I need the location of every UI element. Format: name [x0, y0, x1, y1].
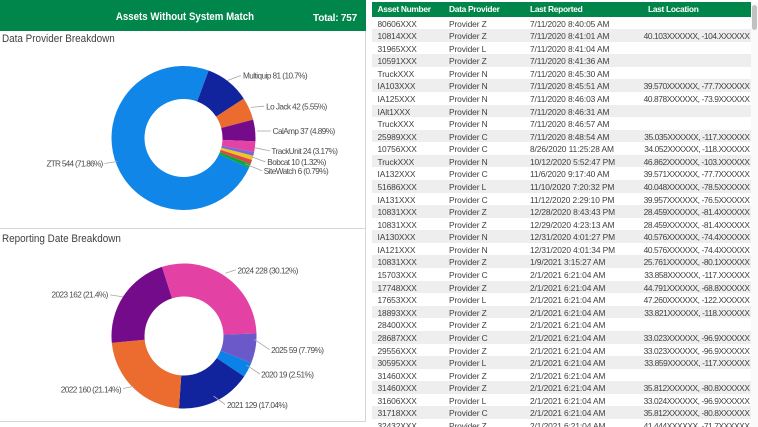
svg-text:Lo Jack 42 (5.55%): Lo Jack 42 (5.55%)	[266, 103, 327, 112]
svg-text:Multiquip 81 (10.7%): Multiquip 81 (10.7%)	[243, 72, 308, 81]
svg-text:2023 162 (21.4%): 2023 162 (21.4%)	[52, 291, 109, 300]
svg-text:Bobcat 10 (1.32%): Bobcat 10 (1.32%)	[267, 158, 326, 167]
svg-text:2024 228 (30.12%): 2024 228 (30.12%)	[238, 267, 299, 276]
svg-text:2021 129 (17.04%): 2021 129 (17.04%)	[227, 401, 288, 410]
svg-text:2025 59 (7.79%): 2025 59 (7.79%)	[271, 346, 324, 355]
svg-text:ZTR 544 (71.86%): ZTR 544 (71.86%)	[46, 160, 103, 169]
svg-text:CalAmp 37 (4.89%): CalAmp 37 (4.89%)	[273, 127, 336, 136]
svg-text:2020 19 (2.51%): 2020 19 (2.51%)	[261, 371, 314, 380]
svg-text:SiteWatch 6 (0.79%): SiteWatch 6 (0.79%)	[264, 167, 329, 176]
svg-text:2022 160 (21.14%): 2022 160 (21.14%)	[61, 386, 122, 395]
svg-text:TrackUnit 24 (3.17%): TrackUnit 24 (3.17%)	[271, 147, 338, 156]
